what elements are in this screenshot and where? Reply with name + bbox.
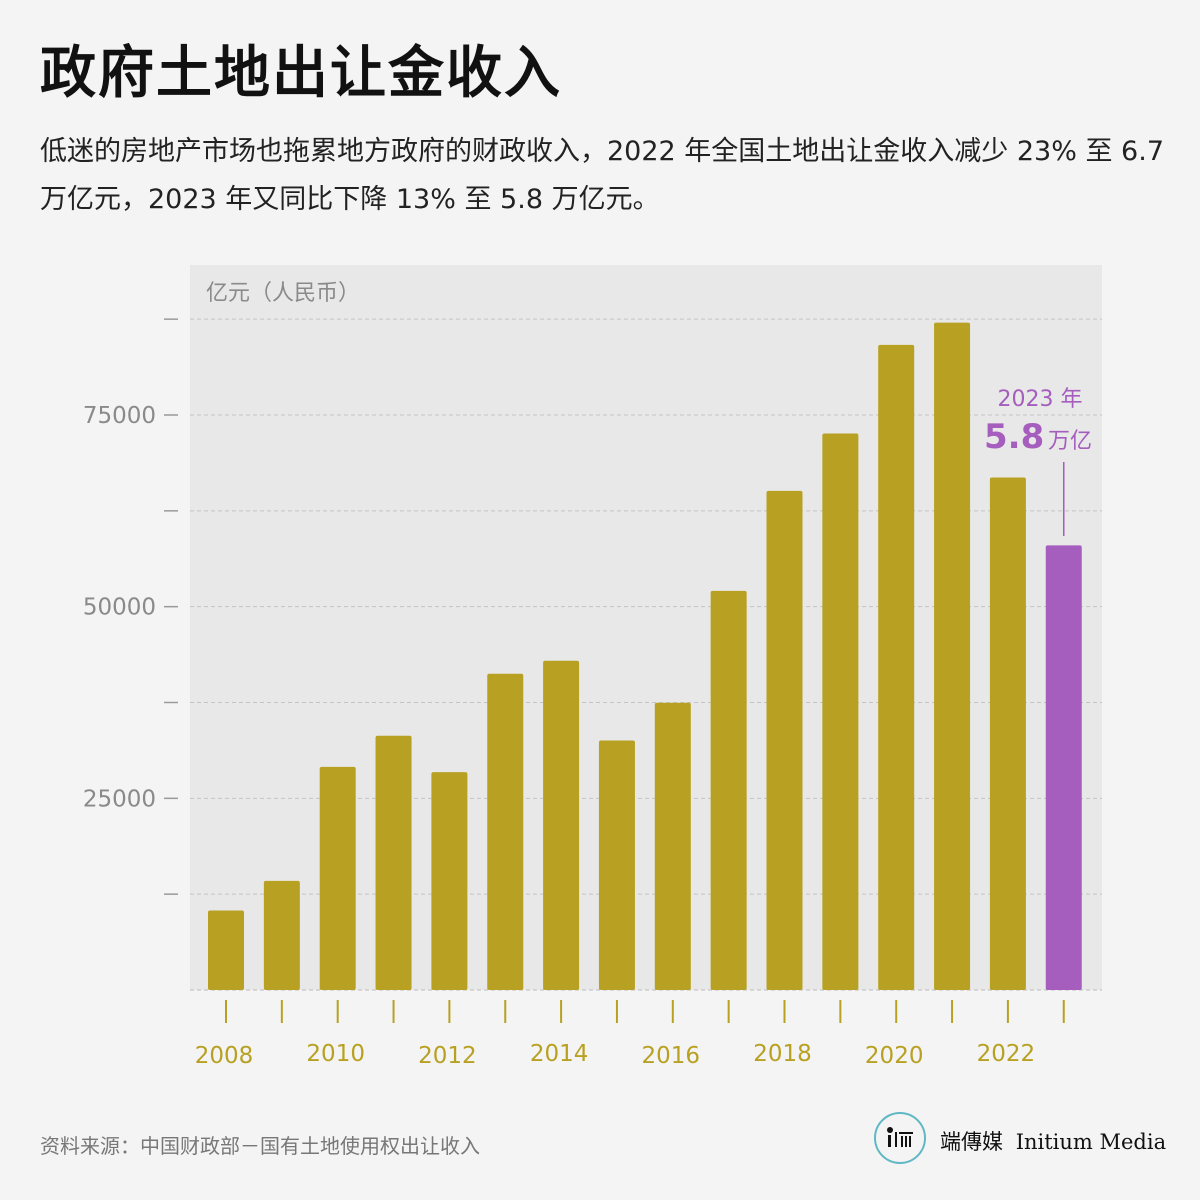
x-tick-label: 2012 — [418, 1043, 477, 1069]
bar-2018 — [766, 490, 803, 990]
x-tick-label: 2020 — [865, 1043, 924, 1069]
x-tick-label: 2016 — [642, 1043, 701, 1069]
brand-english: Initium Media — [1015, 1130, 1167, 1154]
bar-2008 — [208, 910, 244, 990]
bar-2020 — [878, 344, 915, 991]
bar-2019 — [822, 433, 859, 990]
x-tick-label: 2018 — [753, 1041, 812, 1067]
bar-2013 — [487, 673, 524, 990]
bar-2023 — [1045, 545, 1082, 990]
bar-2015 — [598, 740, 635, 990]
x-tick-label: 2010 — [306, 1041, 365, 1067]
y-axis-label: 亿元（人民币） — [206, 281, 360, 306]
bar-2011 — [375, 735, 412, 990]
brand-chinese: 端傳媒 — [940, 1130, 1003, 1154]
bar-2012 — [431, 772, 468, 990]
bar-2014 — [543, 660, 580, 990]
annotation-year: 2023 年 — [998, 387, 1083, 412]
source-note: 资料来源：中国财政部－国有土地使用权出让收入 — [40, 1134, 480, 1158]
initium-logo-icon — [874, 1112, 926, 1164]
bar-2010 — [319, 766, 356, 990]
annotation-value: 5.8 — [984, 417, 1044, 457]
y-tick-label: 25000 — [83, 786, 156, 812]
y-tick-label: 50000 — [83, 595, 156, 621]
brand-name: 端傳媒 Initium Media — [940, 1126, 1166, 1156]
bar-2017 — [710, 590, 747, 990]
bar-2009 — [263, 880, 300, 990]
x-tick-label: 2008 — [195, 1043, 254, 1069]
page-title: 政府土地出让金收入 — [40, 41, 562, 106]
bar-2021 — [934, 322, 971, 990]
y-tick-label: 75000 — [83, 403, 156, 429]
page-subtitle: 低迷的房地产市场也拖累地方政府的财政收入，2022 年全国土地出让金收入减少 2… — [40, 136, 1164, 215]
bar-2022 — [989, 477, 1026, 990]
x-tick-label: 2022 — [977, 1041, 1036, 1067]
x-tick-label: 2014 — [530, 1041, 589, 1067]
bar-2016 — [654, 702, 691, 990]
annotation-unit: 万亿 — [1048, 429, 1092, 454]
